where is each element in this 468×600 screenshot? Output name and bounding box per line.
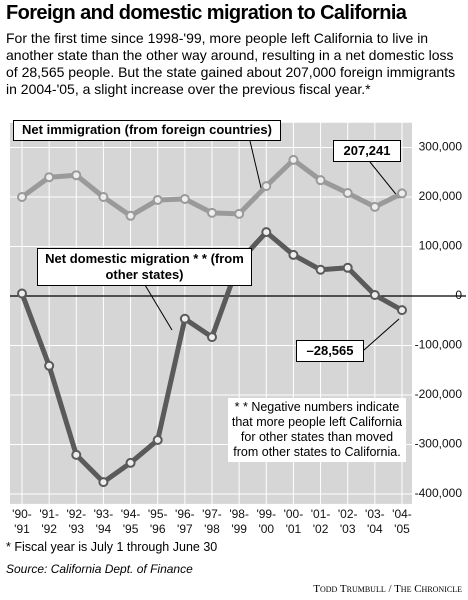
y-tick-label: -400,000 bbox=[415, 486, 463, 500]
data-point bbox=[125, 457, 136, 468]
footnote: * Fiscal year is July 1 through June 30 bbox=[6, 540, 218, 554]
x-tick-label: '97- bbox=[202, 507, 222, 521]
series-label: Net domestic migration * * (from other s… bbox=[37, 248, 252, 286]
y-tick-label: -100,000 bbox=[415, 338, 463, 352]
x-tick-label: '02- bbox=[338, 507, 358, 521]
data-point bbox=[397, 305, 407, 316]
credit: Todd Trumbull / The Chronicle bbox=[313, 583, 462, 595]
value-label: 207,241 bbox=[333, 140, 401, 162]
y-tick-label: -300,000 bbox=[415, 437, 463, 451]
x-tick-label: '93 bbox=[68, 522, 84, 536]
chart-title: Foreign and domestic migration to Califo… bbox=[6, 2, 407, 24]
data-point bbox=[315, 264, 326, 275]
x-tick-label: '01- bbox=[311, 507, 331, 521]
data-point bbox=[44, 172, 55, 183]
x-tick-label: '91 bbox=[14, 522, 30, 536]
data-point bbox=[71, 449, 82, 460]
x-tick-label: '02 bbox=[313, 522, 329, 536]
x-tick-label: '92- bbox=[66, 507, 86, 521]
x-tick-label: '96- bbox=[175, 507, 195, 521]
x-tick-label: '97 bbox=[177, 522, 193, 536]
data-point bbox=[261, 227, 272, 238]
x-tick-label: '95- bbox=[148, 507, 168, 521]
x-tick-label: '90- bbox=[12, 507, 32, 521]
x-tick-label: '94 bbox=[96, 522, 112, 536]
data-point bbox=[207, 207, 217, 218]
y-tick-label: 200,000 bbox=[419, 189, 463, 203]
series-label: Net immigration (from foreign countries) bbox=[13, 120, 281, 141]
x-tick-label: '01 bbox=[286, 522, 302, 536]
data-point bbox=[98, 192, 109, 202]
x-tick-label: '05 bbox=[394, 522, 410, 536]
x-tick-label: '00- bbox=[284, 507, 304, 521]
x-tick-label: '04 bbox=[367, 522, 383, 536]
data-point bbox=[17, 288, 27, 299]
data-point bbox=[288, 249, 299, 260]
x-tick-label: '98 bbox=[204, 522, 220, 536]
data-point bbox=[125, 210, 136, 221]
x-tick-label: '91- bbox=[39, 507, 59, 521]
data-point bbox=[397, 188, 407, 199]
y-tick-label: 0 bbox=[455, 288, 462, 302]
data-point bbox=[369, 290, 380, 301]
data-point bbox=[342, 188, 353, 199]
x-tick-label: '92 bbox=[41, 522, 57, 536]
data-point bbox=[98, 477, 109, 488]
data-point bbox=[152, 194, 163, 205]
value-label: –28,565 bbox=[296, 340, 364, 362]
data-point bbox=[71, 170, 82, 181]
note: * * Negative numbers indicate that more … bbox=[228, 398, 406, 462]
data-point bbox=[152, 435, 163, 446]
x-tick-label: '94- bbox=[121, 507, 141, 521]
data-point bbox=[179, 193, 190, 204]
data-point bbox=[315, 175, 326, 186]
callout-pointer bbox=[249, 140, 263, 193]
x-tick-label: '04- bbox=[392, 507, 412, 521]
x-tick-label: '96 bbox=[150, 522, 166, 536]
data-point bbox=[369, 201, 380, 212]
data-point bbox=[261, 181, 272, 192]
y-tick-label: -200,000 bbox=[415, 387, 463, 401]
data-point bbox=[342, 262, 353, 273]
x-tick-label: '99 bbox=[231, 522, 247, 536]
x-tick-label: '93- bbox=[94, 507, 114, 521]
x-tick-label: '98- bbox=[229, 507, 249, 521]
data-point bbox=[44, 360, 55, 371]
x-tick-label: '95 bbox=[123, 522, 139, 536]
y-tick-label: 300,000 bbox=[419, 140, 463, 154]
data-point bbox=[17, 192, 27, 202]
data-point bbox=[288, 154, 299, 165]
x-tick-label: '99- bbox=[256, 507, 276, 521]
data-point bbox=[234, 208, 245, 219]
x-tick-label: '03 bbox=[340, 522, 356, 536]
data-point bbox=[179, 313, 190, 324]
source: Source: California Dept. of Finance bbox=[6, 562, 193, 576]
data-point bbox=[207, 332, 217, 343]
callout-pointer bbox=[144, 284, 173, 331]
y-tick-label: 100,000 bbox=[419, 239, 463, 253]
x-tick-label: '03- bbox=[365, 507, 385, 521]
callout-pointer bbox=[363, 318, 400, 351]
callout-pointer bbox=[369, 161, 400, 199]
x-tick-label: '00 bbox=[258, 522, 274, 536]
chart-subtitle: For the first time since 1998-'99, more … bbox=[6, 30, 456, 97]
